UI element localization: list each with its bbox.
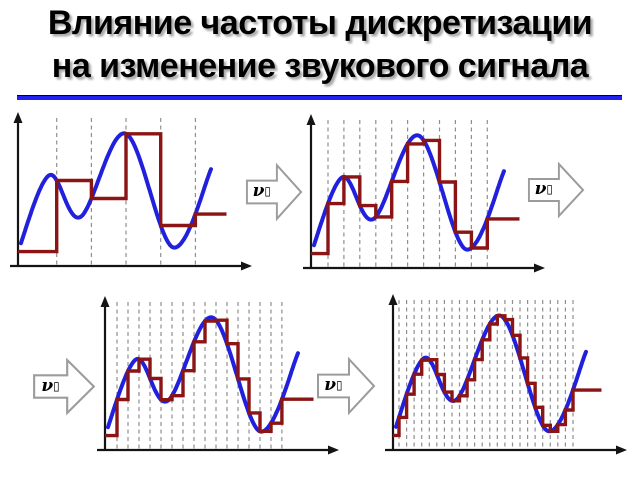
chart-sampling-rate-3 (93, 294, 339, 464)
sampled-staircase (311, 138, 520, 256)
page-title-line1: Влияние частоты дискретизации (47, 4, 593, 42)
x-axis-arrowhead (616, 445, 627, 455)
page-title: Влияние частоты дискретизации на изменен… (0, 2, 640, 88)
sampling-frequency-label: ν▯ (316, 375, 351, 395)
flow-arrow-2: ν▯ (527, 159, 585, 221)
y-axis-arrowhead (306, 114, 316, 125)
x-axis-arrowhead (328, 445, 339, 455)
right-arrow-shape (245, 162, 303, 222)
chart-sampling-rate-2 (299, 112, 545, 282)
y-axis-arrowhead (100, 296, 110, 307)
right-arrow-shape (33, 357, 96, 416)
right-arrow-shape (317, 356, 376, 416)
title-underline (17, 95, 622, 100)
missing-glyph-box: ▯ (53, 378, 60, 393)
flow-arrow-3: ν▯ (32, 355, 96, 418)
gridlines (398, 300, 574, 450)
chart-sampling-rate-1 (6, 110, 256, 280)
nu-symbol: ν (41, 375, 54, 396)
sampled-staircase (18, 132, 227, 254)
page-title-line2: на изменение звукового сигнала (51, 47, 589, 86)
flow-arrow-4: ν▯ (316, 354, 376, 418)
sampling-frequency-label: ν▯ (245, 181, 279, 201)
sampling-frequency-label: ν▯ (32, 376, 69, 396)
missing-glyph-box: ▯ (335, 378, 343, 393)
analog-wave (19, 131, 213, 250)
x-axis-arrowhead (241, 261, 252, 271)
analog-wave (312, 133, 506, 252)
nu-symbol: ν (324, 375, 336, 396)
nu-symbol: ν (534, 179, 547, 200)
right-arrow-shape (527, 161, 585, 219)
sampled-staircase (105, 318, 314, 438)
sampled-staircase (393, 314, 602, 438)
y-axis-arrowhead (13, 112, 23, 123)
x-axis-arrowhead (534, 263, 545, 273)
y-axis-arrowhead (388, 294, 398, 305)
sampling-frequency-label: ν▯ (527, 179, 561, 199)
flow-arrow-1: ν▯ (245, 160, 303, 224)
missing-glyph-box: ▯ (546, 182, 554, 197)
analog-wave (106, 315, 300, 434)
nu-symbol: ν (252, 181, 265, 202)
missing-glyph-box: ▯ (264, 184, 272, 199)
chart-sampling-rate-4 (381, 292, 633, 464)
